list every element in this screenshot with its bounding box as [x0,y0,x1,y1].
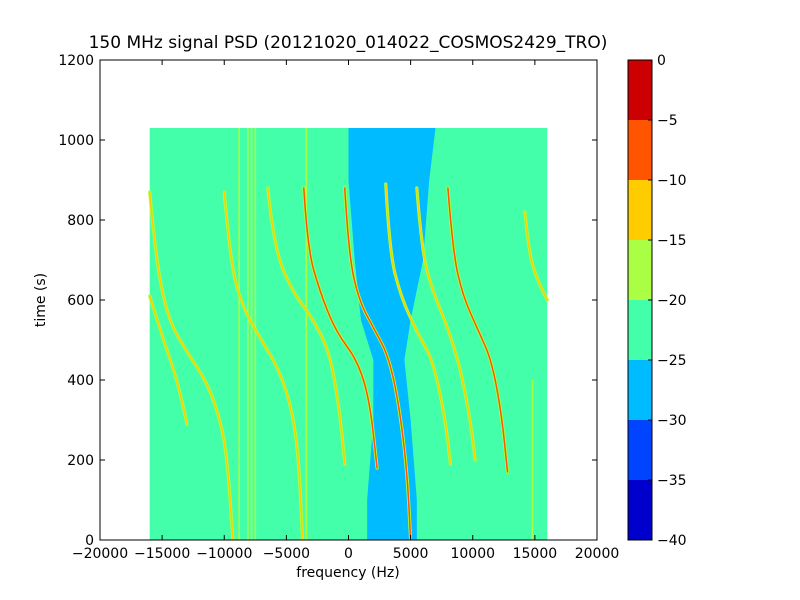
colorbar-segment [628,180,652,240]
y-axis-label: time (s) [33,273,49,327]
x-tick-label: 10000 [450,546,495,562]
y-tick-label: 1000 [58,133,94,149]
y-axis-ticks: 0 200 400 600 800 1000 1200 [58,53,597,549]
x-tick-label: −5000 [263,546,310,562]
colorbar-segment [628,480,652,540]
chart-title: 150 MHz signal PSD (20121020_014022_COSM… [89,33,608,53]
x-axis-label: frequency (Hz) [296,565,399,581]
spectrogram-plot [148,128,549,540]
x-axis-ticks: −20000 −15000 −10000 −5000 0 5000 10000 15000 20… [72,60,619,562]
y-tick-label: 600 [67,293,94,309]
colorbar-tick-label: −15 [657,233,687,249]
signal-trace-7 [385,183,452,465]
signal-trace-2 [148,295,188,425]
signal-trace-9 [447,187,509,473]
colorbar-segment [628,60,652,120]
colorbar-tick-label: −30 [657,413,687,429]
colorbar-tick-label: −20 [657,293,687,309]
y-tick-label: 800 [67,213,94,229]
colorbar-segment [628,240,652,300]
colorbar-segment [628,420,652,480]
colorbar-tick-label: −25 [657,353,687,369]
colorbar-tick-label: 0 [657,53,666,69]
y-tick-label: 400 [67,373,94,389]
spectrogram-background [149,128,548,540]
colorbar-tick-label: −40 [657,533,687,549]
colorbar-tick-label: −5 [657,113,678,129]
x-tick-label: −10000 [196,546,252,562]
colorbar-segment [628,360,652,420]
signal-trace-8 [416,187,476,461]
y-tick-label: 1200 [58,53,94,69]
signal-trace-1 [148,191,234,540]
signal-trace-3 [223,191,304,540]
colorbar-tick-label: −10 [657,173,687,189]
x-tick-label: −15000 [134,546,190,562]
colorbar-tick-label: −35 [657,473,687,489]
signal-trace-10 [524,211,549,301]
x-tick-label: 20000 [575,546,620,562]
signal-trace-6 [344,187,412,540]
y-tick-label: 200 [67,453,94,469]
signal-trace-4 [266,187,346,465]
colorbar-segment [628,120,652,180]
signal-trace-5 [303,187,378,469]
colorbar: −40 −35 −30 −25 −20 −15 −10 −5 0 [627,53,687,549]
colorbar-segment [628,300,652,360]
x-tick-label: 0 [344,546,353,562]
x-tick-label: 15000 [513,546,558,562]
low-power-band [348,128,436,540]
x-tick-label: 5000 [393,546,429,562]
y-tick-label: 0 [85,533,94,549]
x-tick-label: −20000 [72,546,128,562]
